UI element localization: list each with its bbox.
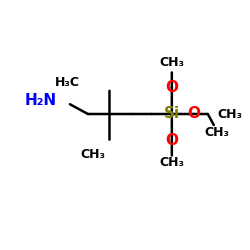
Text: CH₃: CH₃	[159, 156, 184, 170]
Text: CH₃: CH₃	[204, 126, 229, 139]
Text: H₂N: H₂N	[25, 93, 57, 108]
Text: Si: Si	[164, 106, 180, 122]
Text: CH₃: CH₃	[80, 148, 105, 161]
Text: O: O	[187, 106, 200, 122]
Text: O: O	[165, 80, 178, 94]
Text: O: O	[165, 134, 178, 148]
Text: CH₃: CH₃	[218, 108, 242, 120]
Text: H₃C: H₃C	[54, 76, 80, 89]
Text: CH₃: CH₃	[159, 56, 184, 69]
